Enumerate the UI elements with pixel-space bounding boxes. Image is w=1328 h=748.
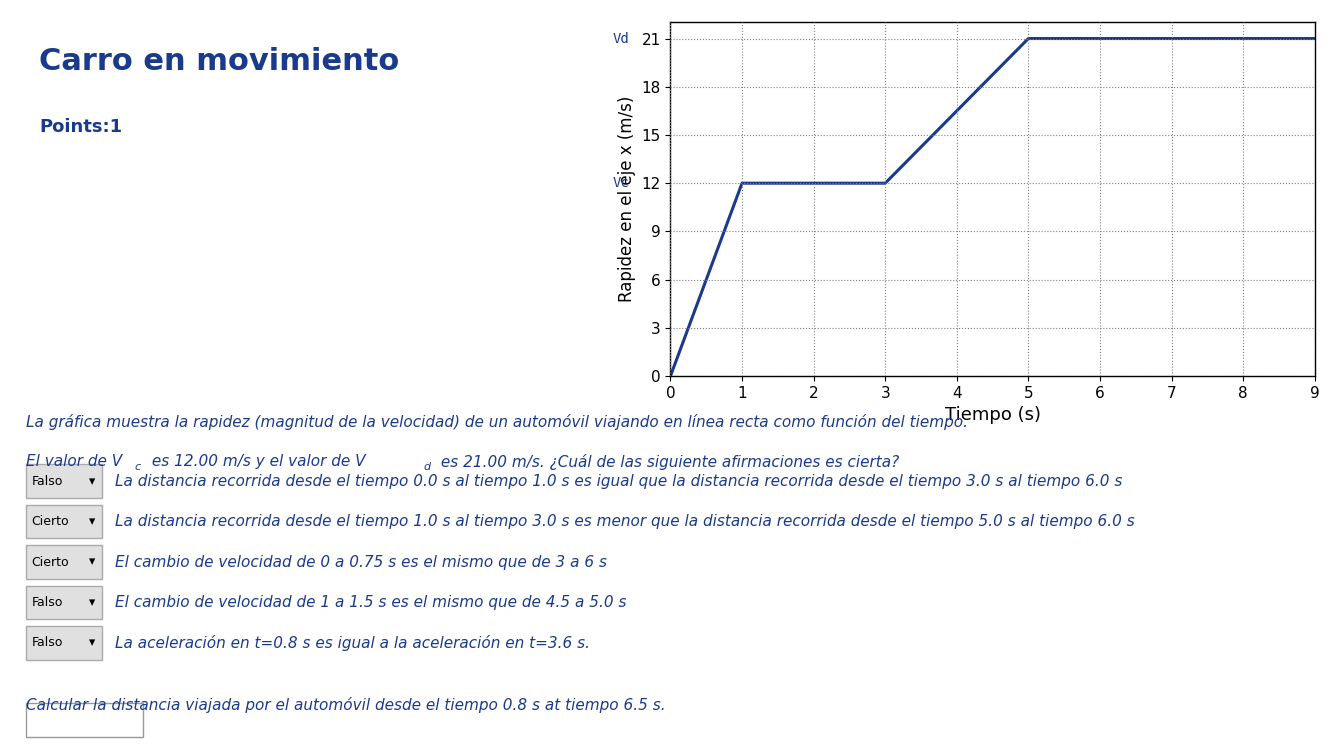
Text: ▾: ▾ (89, 475, 96, 488)
FancyBboxPatch shape (27, 465, 102, 498)
Text: El cambio de velocidad de 0 a 0.75 s es el mismo que de 3 a 6 s: El cambio de velocidad de 0 a 0.75 s es … (114, 554, 607, 569)
Text: Cierto: Cierto (32, 556, 69, 568)
Text: La distancia recorrida desde el tiempo 1.0 s al tiempo 3.0 s es menor que la dis: La distancia recorrida desde el tiempo 1… (114, 514, 1134, 529)
FancyBboxPatch shape (27, 626, 102, 660)
Text: Cierto: Cierto (32, 515, 69, 528)
Text: d: d (424, 462, 430, 472)
Text: Vc: Vc (612, 177, 629, 190)
Text: La aceleración en t=0.8 s es igual a la aceleración en t=3.6 s.: La aceleración en t=0.8 s es igual a la … (114, 635, 590, 651)
Y-axis label: Rapidez en el eje x (m/s): Rapidez en el eje x (m/s) (618, 96, 636, 302)
Text: El valor de V: El valor de V (27, 454, 122, 469)
FancyBboxPatch shape (27, 703, 143, 737)
Text: ▾: ▾ (89, 515, 96, 528)
Text: La distancia recorrida desde el tiempo 0.0 s al tiempo 1.0 s es igual que la dis: La distancia recorrida desde el tiempo 0… (114, 473, 1122, 488)
Text: es 12.00 m/s y el valor de V: es 12.00 m/s y el valor de V (147, 454, 365, 469)
FancyBboxPatch shape (27, 505, 102, 539)
Text: Vd: Vd (612, 31, 629, 46)
Text: Carro en movimiento: Carro en movimiento (39, 47, 400, 76)
Text: Falso: Falso (32, 596, 62, 609)
Text: c: c (134, 462, 141, 472)
Text: Falso: Falso (32, 475, 62, 488)
FancyBboxPatch shape (27, 586, 102, 619)
Text: La gráfica muestra la rapidez (magnitud de la velocidad) de un automóvil viajand: La gráfica muestra la rapidez (magnitud … (27, 414, 968, 430)
Text: El cambio de velocidad de 1 a 1.5 s es el mismo que de 4.5 a 5.0 s: El cambio de velocidad de 1 a 1.5 s es e… (114, 595, 627, 610)
Text: ▾: ▾ (89, 637, 96, 649)
Text: ▾: ▾ (89, 556, 96, 568)
FancyBboxPatch shape (27, 545, 102, 579)
X-axis label: Tiempo (s): Tiempo (s) (944, 406, 1041, 424)
Text: ▾: ▾ (89, 596, 96, 609)
Text: Points:1: Points:1 (39, 118, 122, 136)
Text: es 21.00 m/s. ¿Cuál de las siguiente afirmaciones es cierta?: es 21.00 m/s. ¿Cuál de las siguiente afi… (437, 454, 899, 470)
Text: Calcular la distancia viajada por el automóvil desde el tiempo 0.8 s at tiempo 6: Calcular la distancia viajada por el aut… (27, 696, 665, 713)
Text: Falso: Falso (32, 637, 62, 649)
